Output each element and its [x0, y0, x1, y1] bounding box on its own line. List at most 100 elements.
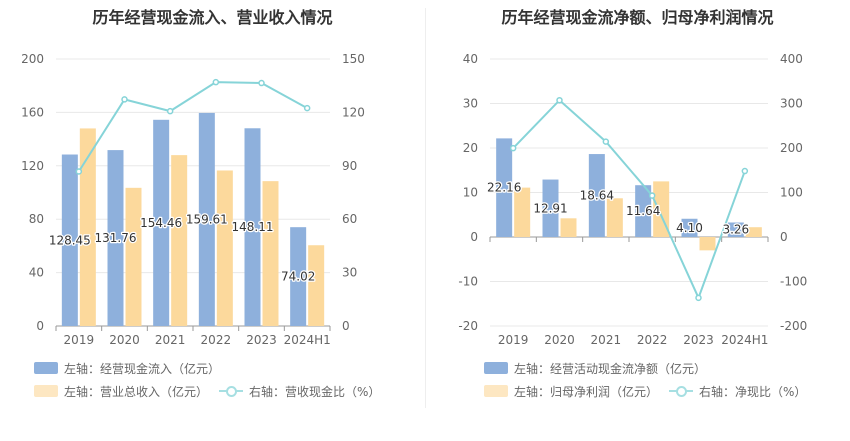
x-axis-tick-label: 2023: [246, 333, 277, 347]
x-axis-tick-label: 2021: [155, 333, 186, 347]
ratio-line: [77, 81, 308, 173]
left-axis-tick-label: 200: [21, 52, 44, 66]
chart-cash-inflow-revenue: 0 40 80 120 160 200 0 30 60 90 120 150 2019 2020 2021 2…: [21, 52, 365, 347]
ratio-line: [512, 98, 746, 301]
bar-blue: [681, 218, 698, 237]
left-axis-tick-label: -20: [458, 319, 478, 333]
left-axis-tick-label: 40: [463, 52, 478, 66]
legend-swatch-bar-yellow: [34, 385, 58, 397]
right-axis-tick-label: 30: [342, 266, 357, 280]
ratio-point: [741, 167, 749, 175]
legend-item-net-profit[interactable]: 左轴：归母净利润（亿元）: [484, 383, 658, 399]
bar-data-label: 159.61: [186, 212, 228, 226]
bar-data-label: 22.16: [487, 181, 521, 195]
ratio-point: [509, 144, 517, 152]
bar-data-label: 11.64: [626, 204, 660, 218]
bar-data-label: 3.26: [722, 223, 749, 237]
x-axis-tick-label: 2023: [683, 333, 714, 347]
right-axis-tick-label: 90: [342, 159, 357, 173]
right-axis-tick-label: 60: [342, 212, 357, 226]
right-axis-tick-label: 100: [780, 186, 803, 200]
legend-label: 左轴：经营现金流入（亿元）: [64, 361, 221, 376]
chart-title: 历年经营现金流净额、归母净利润情况: [501, 8, 774, 27]
x-axis-tick-label: 2020: [109, 333, 140, 347]
bar-yellow: [125, 187, 142, 326]
bar-blue: [496, 138, 513, 237]
bar-yellow: [308, 245, 325, 326]
chart-panel-cash-inflow-revenue: 历年经营现金流入、营业收入情况 0 40 80 120 160 200 0 30 60 90 120…: [0, 0, 425, 437]
bar-blue: [244, 128, 261, 326]
bar-yellow: [171, 155, 188, 326]
ratio-point: [75, 168, 83, 175]
legend-label: 右轴：净现比（%）: [699, 384, 807, 399]
bar-yellow: [262, 181, 279, 326]
left-axis-tick-label: -10: [458, 275, 478, 289]
right-axis-tick-label: -100: [780, 275, 807, 289]
left-axis-tick-label: 30: [463, 97, 478, 111]
legend-item-cash-inflow[interactable]: 左轴：经营现金流入（亿元）: [34, 360, 220, 376]
legend-swatch-bar-blue: [34, 362, 58, 374]
x-axis-tick-label: 2024H1: [284, 333, 331, 347]
right-axis-tick-label: 150: [342, 52, 365, 66]
left-axis-tick-label: 160: [21, 105, 44, 119]
right-axis-tick-label: 300: [780, 97, 803, 111]
right-axis-tick-label: 200: [780, 141, 803, 155]
bar-data-label: 154.46: [140, 216, 182, 230]
x-axis-tick-label: 2019: [498, 333, 529, 347]
legend-swatch-bar-blue: [484, 362, 508, 374]
left-axis-tick-label: 80: [29, 212, 44, 226]
bar-yellow: [699, 237, 716, 251]
bar-blue: [61, 154, 78, 326]
right-axis-tick-label: 0: [780, 230, 788, 244]
left-axis-tick-label: 120: [21, 159, 44, 173]
legend-swatch-line-icon: [219, 385, 243, 397]
panel-divider: [425, 8, 426, 408]
bar-blue: [588, 154, 605, 237]
ratio-point: [602, 138, 610, 145]
left-axis-tick-label: 20: [463, 141, 478, 155]
legend-item-cash-revenue-ratio[interactable]: 右轴：营收现金比（%）: [219, 383, 380, 399]
bar-data-label: 4.10: [676, 221, 703, 235]
legend-label: 左轴：营业总收入（亿元）: [64, 384, 209, 399]
ratio-point: [212, 78, 220, 86]
left-axis-tick-label: 10: [463, 186, 478, 200]
legend-swatch-line-icon: [669, 385, 693, 397]
bar-blue: [542, 179, 559, 237]
ratio-point: [648, 192, 656, 199]
bar-blue: [107, 150, 124, 326]
bar-yellow: [514, 187, 531, 237]
legend-label: 左轴：归母净利润（亿元）: [514, 384, 659, 399]
x-axis-tick-label: 2024H1: [721, 333, 768, 347]
x-axis-tick-label: 2021: [591, 333, 622, 347]
bar-data-label: 12.91: [533, 201, 567, 215]
right-axis-tick-label: -200: [780, 319, 807, 333]
legend-label: 右轴：营收现金比（%）: [249, 384, 381, 399]
legend-item-net-cash-flow[interactable]: 左轴：经营活动现金流净额（亿元）: [484, 360, 706, 376]
chart-panel-net-cash-profit: 历年经营现金流净额、归母净利润情况 -20 -10 0 10 20 30 40 -200 -10…: [425, 0, 850, 437]
x-axis-tick-label: 2022: [201, 333, 232, 347]
bar-blue: [635, 185, 652, 237]
chart-net-cash-profit: -20-10010203040-200-10001002003004002019…: [458, 52, 807, 347]
left-axis-tick-label: 0: [36, 319, 44, 333]
ratio-point: [303, 104, 311, 112]
bar-data-label: 148.11: [232, 220, 274, 234]
ratio-point: [121, 96, 128, 103]
bar-yellow: [745, 227, 762, 237]
bar-data-label: 18.64: [580, 189, 614, 203]
legend-item-revenue[interactable]: 左轴：营业总收入（亿元）: [34, 383, 208, 399]
legend-item-net-cash-ratio[interactable]: 右轴：净现比（%）: [669, 383, 806, 399]
bar-yellow: [560, 218, 577, 237]
x-axis-tick-label: 2022: [637, 333, 668, 347]
bar-yellow: [606, 198, 623, 237]
legend-label: 左轴：经营活动现金流净额（亿元）: [514, 361, 707, 376]
bar-data-label: 74.02: [281, 270, 315, 284]
bar-data-label: 131.76: [95, 231, 137, 245]
left-axis-tick-label: 40: [29, 266, 44, 280]
bar-blue: [727, 222, 744, 237]
x-axis-tick-label: 2019: [64, 333, 95, 347]
left-axis-tick-label: 0: [470, 230, 478, 244]
right-axis-tick-label: 0: [342, 319, 350, 333]
ratio-point: [695, 294, 702, 302]
legend-swatch-bar-yellow: [484, 385, 508, 397]
x-axis-tick-label: 2020: [544, 333, 575, 347]
